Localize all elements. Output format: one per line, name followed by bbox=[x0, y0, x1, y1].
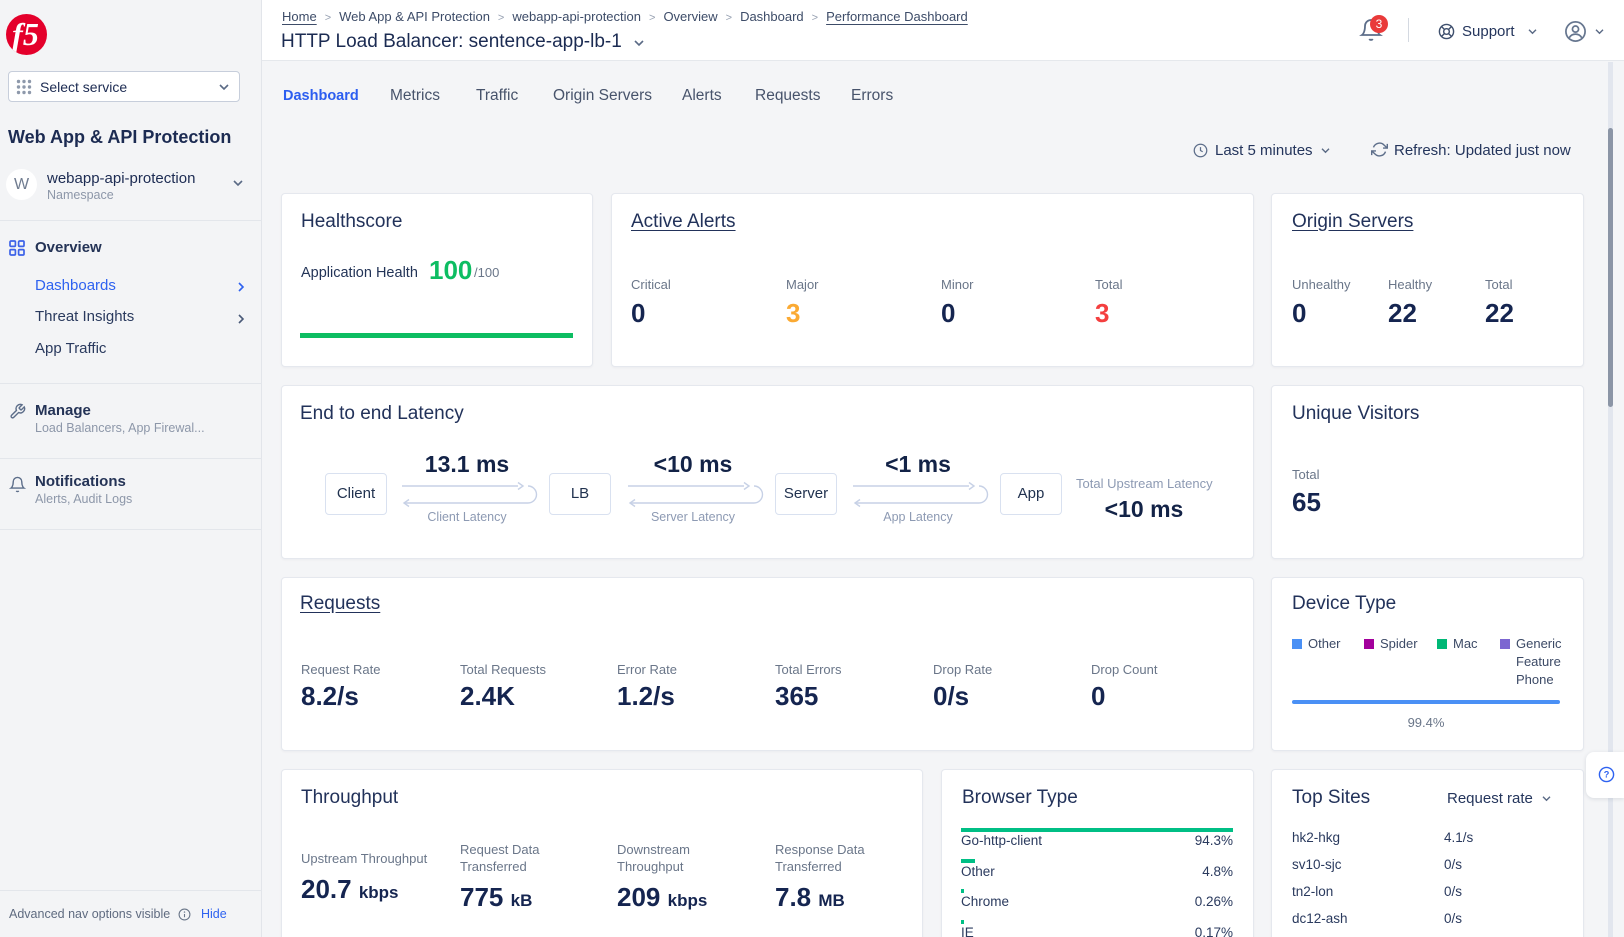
svg-text:f5: f5 bbox=[12, 16, 39, 52]
svg-text:?: ? bbox=[1604, 770, 1610, 780]
